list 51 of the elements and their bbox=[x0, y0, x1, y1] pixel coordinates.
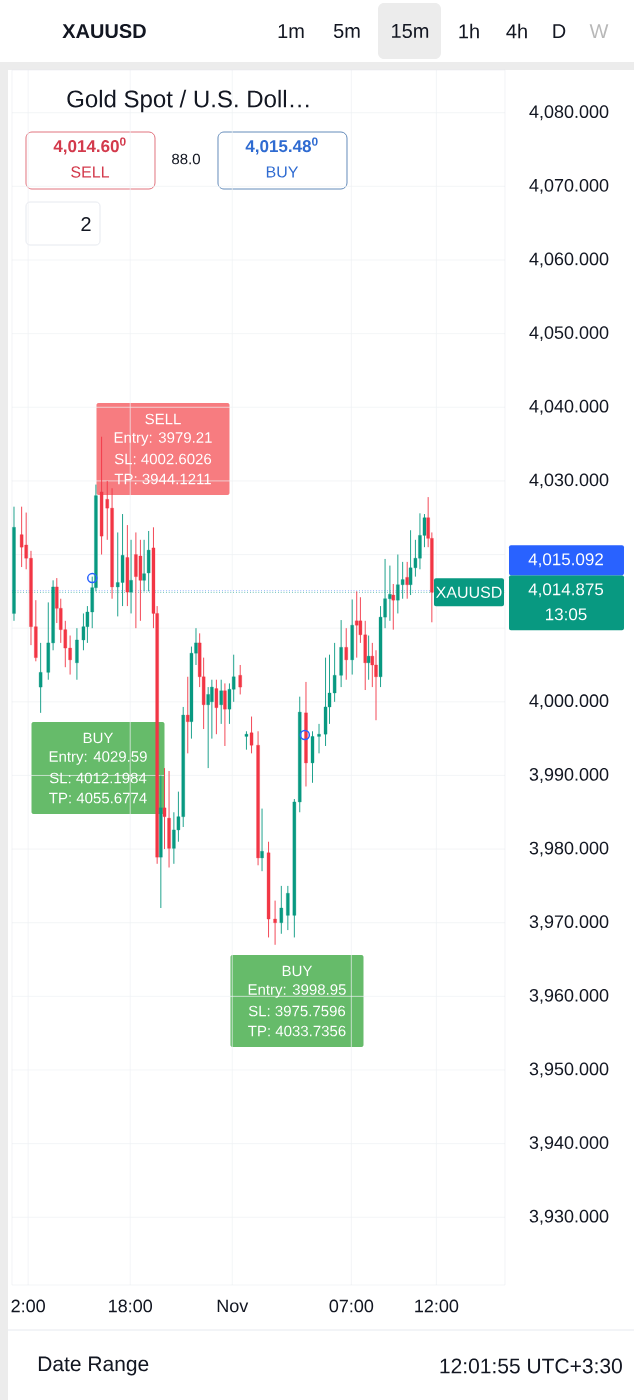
y-tick-label: 3,960.000 bbox=[529, 988, 609, 1004]
y-tick-label: 3,990.000 bbox=[529, 768, 609, 783]
x-tick-label: 2:00 bbox=[11, 1299, 45, 1313]
x-tick-label: 12:00 bbox=[415, 1299, 459, 1313]
annotation: SL: 4002.6026 bbox=[114, 453, 212, 465]
y-tick-label: 3,930.000 bbox=[529, 1209, 609, 1225]
annotation: SELL bbox=[145, 413, 181, 425]
y-tick-label: 4,080.000 bbox=[529, 105, 609, 121]
ref-line-label: 4,014.875 bbox=[528, 583, 604, 598]
text: D bbox=[553, 24, 566, 38]
text: 1h bbox=[459, 23, 479, 39]
text: XAUUSD bbox=[62, 23, 146, 39]
annotation: BUY bbox=[266, 166, 299, 178]
text: 5m bbox=[333, 24, 360, 38]
y-tick-label: 3,980.000 bbox=[529, 841, 609, 857]
annotation: BUY bbox=[282, 965, 313, 977]
y-tick-label: 4,060.000 bbox=[529, 252, 609, 268]
y-tick-label: 4,070.000 bbox=[529, 178, 609, 194]
text: Gold Spot / U.S. Doll… bbox=[67, 89, 309, 113]
text: 4h bbox=[506, 23, 527, 39]
annotation: 4,015.48$^{0}$ bbox=[245, 137, 318, 155]
y-tick-label: 4,000.000 bbox=[529, 694, 609, 710]
y-tick-label: 3,970.000 bbox=[529, 915, 609, 931]
y-tick-label: 4,030.000 bbox=[529, 473, 609, 489]
text: 1m bbox=[278, 24, 304, 38]
annotation: 88.0 bbox=[172, 153, 200, 165]
annotation: SL: 3975.7596 bbox=[248, 1005, 346, 1017]
annotation: TP: 3944.1211 bbox=[114, 473, 211, 485]
annotation: 2 bbox=[81, 217, 91, 231]
annotation: Entry: 3998.95 bbox=[248, 984, 346, 998]
annotation: TP: 4055.6774 bbox=[49, 792, 147, 804]
text: Date Range bbox=[38, 1356, 149, 1376]
ref-line-label: 4,015.092 bbox=[528, 553, 603, 568]
text: W bbox=[589, 24, 609, 38]
annotation: TP: 4033.7356 bbox=[248, 1025, 346, 1037]
x-tick-label: Nov bbox=[217, 1299, 249, 1313]
annotation: XAUUSD bbox=[436, 586, 502, 598]
annotation: BUY bbox=[83, 732, 114, 744]
y-tick-label: 3,950.000 bbox=[529, 1062, 609, 1078]
text: 13:05 bbox=[546, 608, 587, 621]
x-tick-label: 07:00 bbox=[329, 1299, 374, 1313]
x-tick-label: 18:00 bbox=[109, 1299, 153, 1313]
annotation: Entry: 3979.21 bbox=[114, 432, 212, 446]
text: 12:01:55 UTC+3:30 bbox=[440, 1358, 622, 1374]
text: 15m bbox=[392, 24, 429, 38]
y-tick-label: 4,050.000 bbox=[529, 326, 609, 342]
y-tick-label: 3,940.000 bbox=[529, 1136, 609, 1152]
annotation: Entry: 4029.59 bbox=[49, 751, 147, 765]
y-tick-label: 4,040.000 bbox=[529, 399, 609, 415]
annotation: SELL bbox=[71, 166, 110, 178]
annotation: 4,014.60$^{0}$ bbox=[53, 137, 126, 155]
